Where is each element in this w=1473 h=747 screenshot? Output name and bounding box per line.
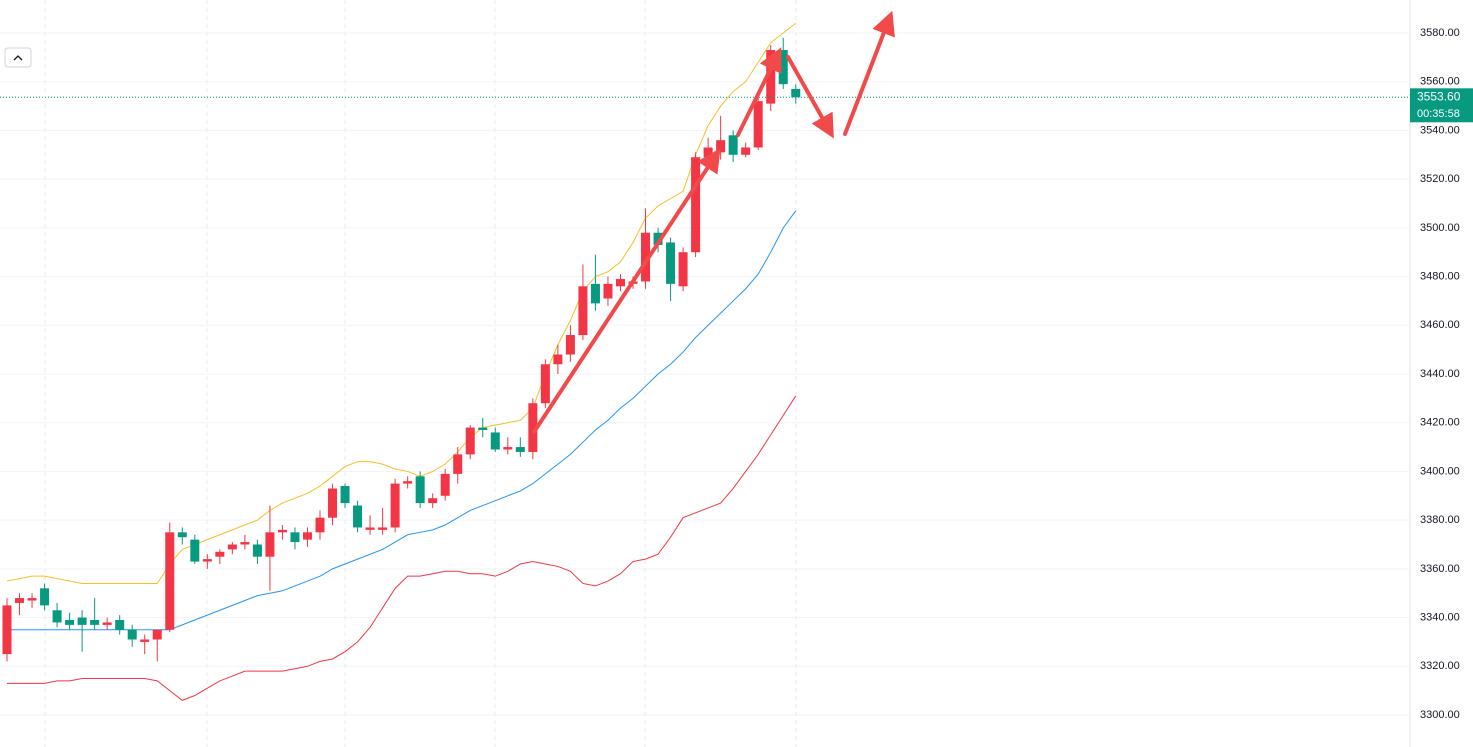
candle-body <box>590 283 600 304</box>
candle-body <box>165 532 175 630</box>
candle-body <box>65 620 75 625</box>
candle-body <box>315 517 325 533</box>
candle-body <box>290 532 300 543</box>
plot: 3300.00 3320.00 3340.00 3360.00 3380.00 3400.… <box>0 22 1473 721</box>
candle-body <box>190 539 200 562</box>
annotation-arrows <box>532 10 895 434</box>
band-line <box>7 210 797 631</box>
candle-body <box>703 147 713 158</box>
candle-body <box>378 527 388 530</box>
candle-body <box>440 473 450 496</box>
candle-body <box>478 427 488 431</box>
candle-body <box>453 454 463 474</box>
band-line <box>6 22 797 584</box>
candle-body <box>277 529 287 533</box>
y-tick-label: 3340.00 <box>1420 611 1460 623</box>
candle-body <box>215 551 225 557</box>
y-tick-label: 3400.00 <box>1420 465 1460 477</box>
y-tick-label: 3560.00 <box>1420 76 1460 88</box>
candle-body <box>741 147 751 155</box>
band-line <box>7 395 797 701</box>
candle-body <box>27 598 37 601</box>
y-tick-label: 3520.00 <box>1420 173 1460 185</box>
candle-body <box>240 542 250 545</box>
candle-body <box>691 157 701 253</box>
candle-body <box>728 135 738 155</box>
candle-body <box>791 89 801 98</box>
last-price-badge <box>1410 88 1473 123</box>
candle-body <box>202 559 212 562</box>
y-tick-label: 3540.00 <box>1420 124 1460 136</box>
candle-body <box>177 532 187 538</box>
candle-body <box>152 629 162 640</box>
candle-body <box>365 527 375 530</box>
y-tick-label: 3320.00 <box>1420 660 1460 672</box>
candle-body <box>503 447 513 450</box>
y-tick-label: 3360.00 <box>1420 563 1460 575</box>
candle-body <box>490 432 500 450</box>
y-tick-label: 3440.00 <box>1420 368 1460 380</box>
candle-body <box>753 101 763 148</box>
y-tick-label: 3480.00 <box>1420 270 1460 282</box>
candle-body <box>353 505 363 528</box>
last-price-label: 3553.60 <box>1417 89 1461 103</box>
candle-body <box>641 232 651 282</box>
y-tick-label: 3380.00 <box>1420 514 1460 526</box>
candle-body <box>302 532 312 540</box>
y-tick-label: 3500.00 <box>1420 222 1460 234</box>
candle-body <box>252 544 262 557</box>
candle-body <box>428 498 438 504</box>
y-tick-label: 3300.00 <box>1420 709 1460 721</box>
candle-body <box>52 610 62 623</box>
candle-body <box>115 620 125 630</box>
candle-body <box>328 488 338 518</box>
countdown-label: 00:35:58 <box>1417 108 1460 120</box>
candle-body <box>766 50 776 104</box>
candle-body <box>390 483 400 528</box>
candle-body <box>2 605 12 655</box>
candle-body <box>653 232 663 245</box>
candle-body <box>15 598 25 603</box>
candle-body <box>227 544 237 550</box>
candle-body <box>528 403 538 452</box>
y-tick-label: 3580.00 <box>1420 27 1460 39</box>
candle-body <box>465 427 475 455</box>
candle-body <box>716 140 726 153</box>
candle-body <box>90 620 100 625</box>
candle-body <box>102 622 112 625</box>
candle-body <box>77 617 87 625</box>
candle-body <box>615 279 625 287</box>
y-tick-label: 3420.00 <box>1420 417 1460 429</box>
candle-body <box>603 283 613 299</box>
candle-body <box>403 481 413 484</box>
candle-body <box>666 242 676 284</box>
candle-body <box>565 335 575 355</box>
candle-body <box>340 486 350 504</box>
candle-body <box>553 354 563 365</box>
candle-body <box>540 364 550 404</box>
candle-body <box>415 476 425 504</box>
candle-body <box>127 629 137 640</box>
candle-body <box>778 50 788 85</box>
candle-body <box>515 447 525 452</box>
candle-body <box>578 286 588 336</box>
collapse-button[interactable] <box>4 47 32 68</box>
candle-body <box>40 588 50 606</box>
candle-body <box>678 252 688 287</box>
candle-body <box>265 532 275 557</box>
candle-body <box>140 639 150 642</box>
y-tick-label: 3460.00 <box>1420 319 1460 331</box>
